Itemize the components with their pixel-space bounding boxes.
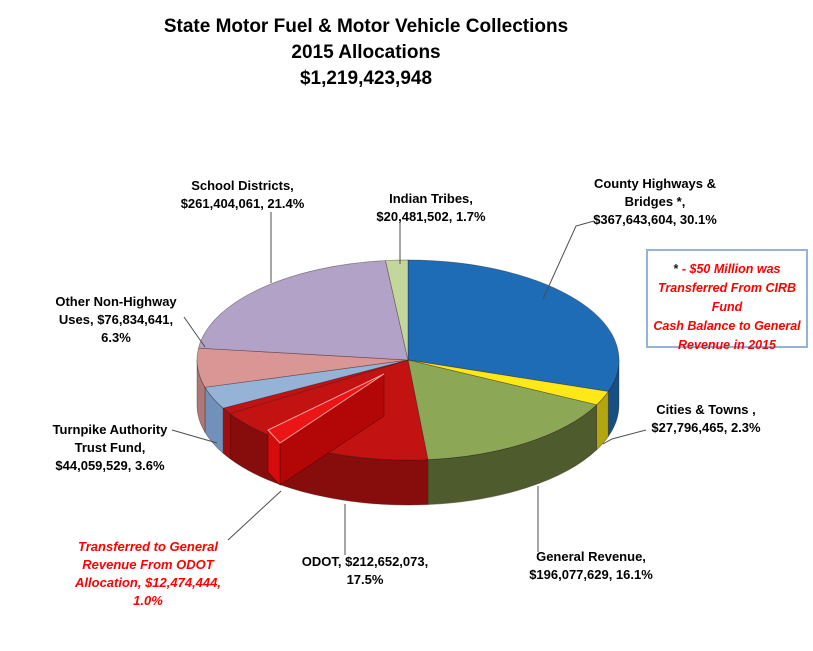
pie-slice-transferred-to-general-revenue-from-odot-allocation[interactable] bbox=[222, 359, 409, 414]
callout-turnpike-authority: Turnpike Authority Trust Fund, $44,059,5… bbox=[52, 422, 168, 473]
callout-cities-towns: Cities & Towns , $27,796,465, 2.3% bbox=[651, 402, 761, 435]
pie-slice-transferred-to-general-revenue-from-odot-allocation-side[interactable] bbox=[222, 407, 231, 460]
callout-county-highways: County Highways & Bridges *, $367,643,60… bbox=[593, 176, 717, 227]
callout-general-revenue: General Revenue, $196,077,629, 16.1% bbox=[529, 549, 653, 582]
pie-slice-indian-tribes[interactable] bbox=[385, 259, 409, 361]
pie-slice-general-revenue[interactable] bbox=[407, 359, 598, 460]
pie-slice-other-non-highway-uses[interactable] bbox=[196, 347, 409, 388]
chart-title: State Motor Fuel & Motor Vehicle Collect… bbox=[0, 14, 732, 92]
callout-indian-tribes: Indian Tribes, $20,481,502, 1.7% bbox=[376, 191, 486, 224]
callout-transferred-to-general-revenue: Transferred to General Revenue From ODOT… bbox=[75, 539, 221, 608]
pie-slice-turnpike-authority-trust-fund[interactable] bbox=[204, 359, 409, 409]
leader-transferred bbox=[227, 490, 282, 541]
pie-slice-transferred-to-general-revenue-from-odot-allocation-exploded[interactable] bbox=[267, 373, 385, 444]
footnote-asterisk: * bbox=[673, 262, 679, 276]
leader-turnpike bbox=[171, 429, 218, 444]
pie-slice-cities-towns[interactable] bbox=[407, 359, 609, 406]
pie-slice-county-highways-bridges[interactable] bbox=[407, 259, 620, 392]
pie-slice-school-districts[interactable] bbox=[198, 260, 409, 361]
callout-other-non-highway: Other Non-Highway Uses, $76,834,641, 6.3… bbox=[55, 294, 177, 345]
chart-title-line1: State Motor Fuel & Motor Vehicle Collect… bbox=[163, 16, 569, 37]
leader-cities bbox=[602, 429, 647, 445]
leader-county bbox=[542, 220, 595, 300]
footnote-box: * - $50 Million was Transferred From CIR… bbox=[646, 249, 808, 352]
chart-title-line3: $1,219,423,948 bbox=[299, 68, 433, 89]
callout-odot: ODOT, $212,652,073, 17.5% bbox=[301, 554, 429, 587]
chart-title-line2: 2015 Allocations bbox=[291, 42, 441, 63]
leader-other bbox=[183, 316, 206, 348]
callout-school-districts: School Districts, $261,404,061, 21.4% bbox=[180, 178, 305, 211]
